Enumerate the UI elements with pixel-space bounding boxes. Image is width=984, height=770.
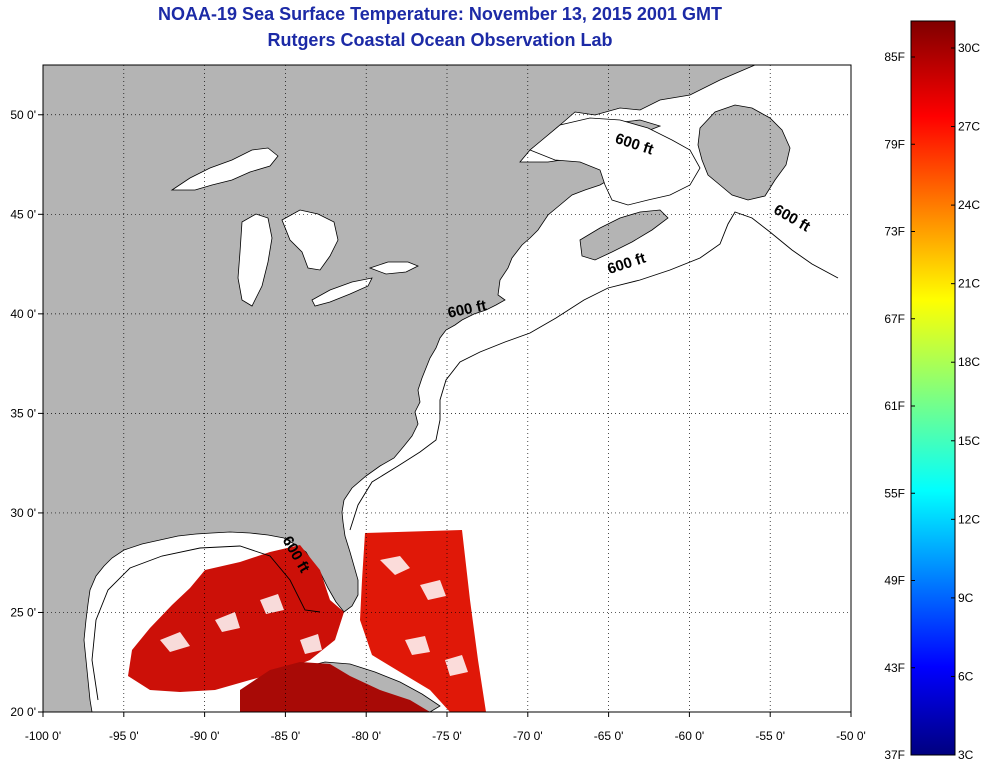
colorbar-f-label: 37F	[884, 748, 905, 762]
colorbar-c-label: 6C	[958, 669, 974, 683]
colorbar-f-label: 73F	[884, 225, 905, 239]
map-title: NOAA-19 Sea Surface Temperature: Novembe…	[158, 4, 722, 24]
lat-tick-label: 30 0'	[10, 506, 36, 520]
lake-michigan	[237, 213, 273, 307]
colorbar-f-label: 61F	[884, 399, 905, 413]
colorbar-f-label: 85F	[884, 50, 905, 64]
colorbar-c-label: 9C	[958, 591, 974, 605]
colorbar-c-label: 27C	[958, 120, 980, 134]
lat-tick-label: 50 0'	[10, 108, 36, 122]
lon-tick-label: -100 0'	[25, 729, 61, 743]
lon-tick-label: -90 0'	[190, 729, 220, 743]
lat-lon-grid	[43, 65, 851, 712]
lon-tick-label: -50 0'	[836, 729, 866, 743]
colorbar-c-label: 30C	[958, 41, 980, 55]
lat-tick-label: 20 0'	[10, 705, 36, 719]
lon-tick-label: -60 0'	[675, 729, 705, 743]
colorbar-f-label: 55F	[884, 486, 905, 500]
lat-tick-label: 45 0'	[10, 207, 36, 221]
colorbar-f-label: 79F	[884, 137, 905, 151]
nova-scotia-land	[579, 209, 669, 261]
lake-ontario	[368, 261, 419, 275]
lat-tick-label: 35 0'	[10, 406, 36, 420]
lon-tick-label: -65 0'	[594, 729, 624, 743]
isobath-600ft	[91, 211, 839, 701]
lake-huron	[281, 209, 339, 271]
colorbar-f-label: 67F	[884, 312, 905, 326]
colorbar-c-label: 3C	[958, 748, 974, 762]
lake-superior	[170, 147, 279, 191]
lon-tick-label: -80 0'	[351, 729, 381, 743]
longitude-axis: -100 0' -95 0' -90 0' -85 0' -80 0' -75 0' -70…	[25, 712, 866, 743]
colorbar-f-label: 49F	[884, 574, 905, 588]
colorbar-c-label: 15C	[958, 434, 980, 448]
colorbar-c-label: 18C	[958, 355, 980, 369]
gulf-of-st-lawrence	[529, 117, 701, 206]
colorbar-celsius-labels: 30C 27C 24C 21C 18C 15C 12C 9C 6C 3C	[951, 41, 980, 762]
lake-erie	[311, 277, 373, 307]
lon-tick-label: -55 0'	[755, 729, 785, 743]
colorbar-c-label: 21C	[958, 277, 980, 291]
colorbar-c-label: 12C	[958, 512, 980, 526]
colorbar-fahrenheit-labels: 85F 79F 73F 67F 61F 55F 49F 43F 37F	[884, 50, 915, 762]
lon-tick-label: -95 0'	[109, 729, 139, 743]
sst-swath-caribbean	[240, 662, 430, 712]
colorbar-gradient	[910, 20, 956, 756]
newfoundland-land	[697, 104, 791, 201]
lon-tick-label: -85 0'	[271, 729, 301, 743]
map-subtitle: Rutgers Coastal Ocean Observation Lab	[267, 30, 613, 50]
lat-tick-label: 25 0'	[10, 605, 36, 619]
latitude-axis: 20 0' 25 0' 30 0' 35 0' 40 0' 45 0' 50 0'	[10, 108, 43, 719]
temperature-colorbar: 85F 79F 73F 67F 61F 55F 49F 43F 37F 30C 27C 24C 21C…	[884, 20, 980, 762]
lon-tick-label: -70 0'	[513, 729, 543, 743]
lat-tick-label: 40 0'	[10, 307, 36, 321]
colorbar-c-label: 24C	[958, 198, 980, 212]
colorbar-f-label: 43F	[884, 661, 905, 675]
lon-tick-label: -75 0'	[432, 729, 462, 743]
